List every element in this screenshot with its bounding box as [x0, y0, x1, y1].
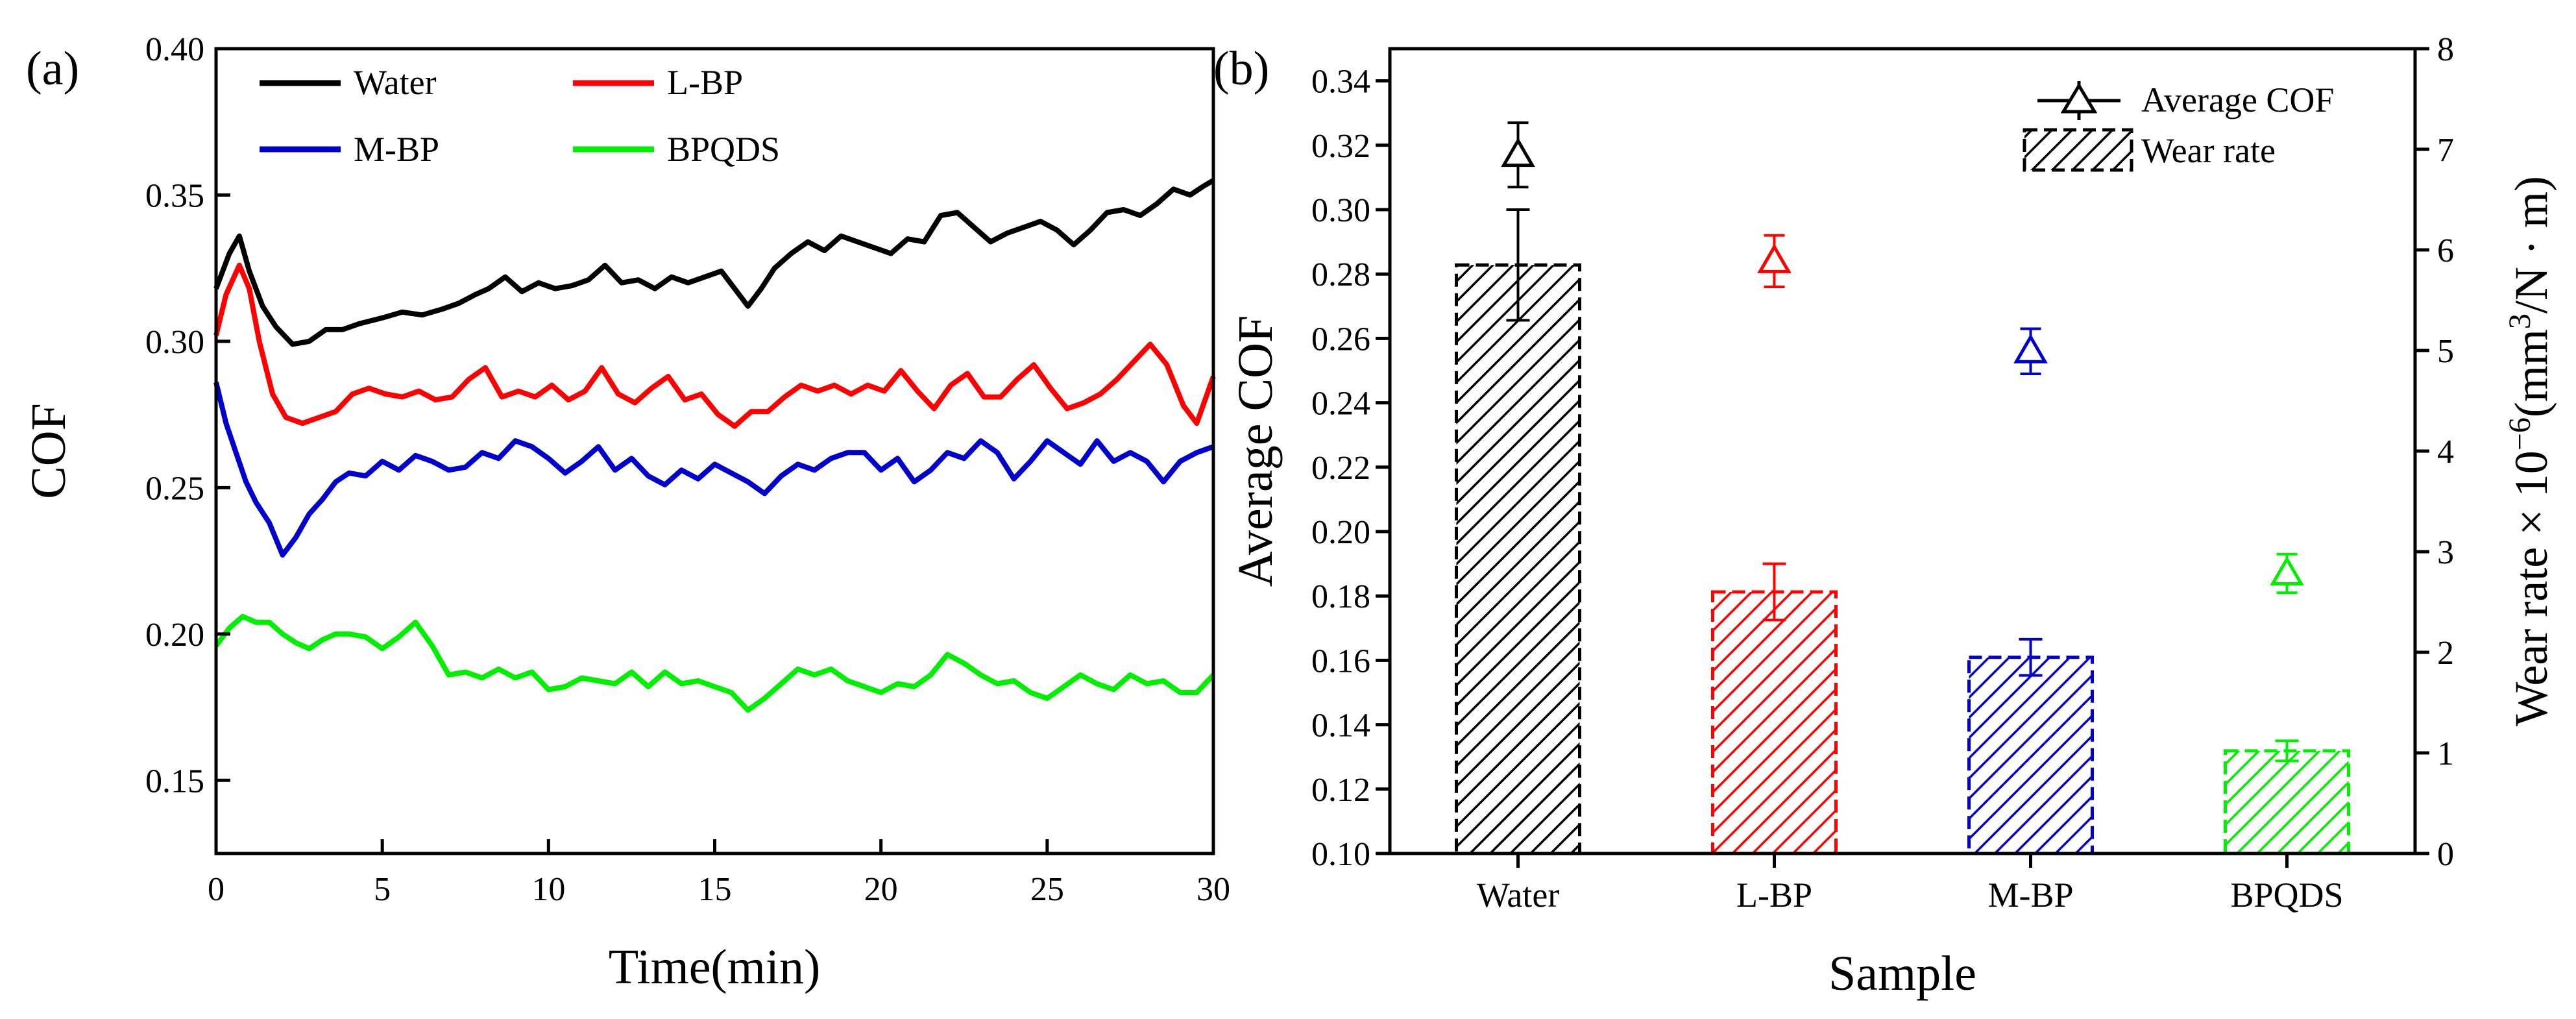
panel-b-plot: Water L-BP M-BP BPQDS 0.10 0.12 0.14 0.16 0.18 0.…	[1311, 31, 2454, 915]
series-line-bpqds	[213, 613, 1215, 713]
y-tick-label: 0.40	[145, 31, 204, 68]
panel-a-legend: Water L-BP M-BP BPQDS	[260, 63, 780, 169]
y-tick-label: 0.20	[145, 617, 204, 654]
y2-tick-label: 4	[2437, 434, 2454, 471]
y2-tick-label: 7	[2437, 132, 2454, 169]
series-line-water	[213, 178, 1215, 347]
y2-tick-label: 2	[2437, 635, 2454, 672]
y-tick-label: 0.25	[145, 470, 204, 507]
x-tick-label: 0	[208, 871, 225, 908]
x-tick-label: 25	[1030, 871, 1064, 908]
y2-tick-label: 5	[2437, 333, 2454, 370]
legend-label-average-cof: Average COF	[2141, 80, 2334, 119]
legend-label-bpqds: BPQDS	[667, 130, 780, 169]
panel-a-x-axis-title: Time(min)	[609, 940, 821, 994]
y-tick-label: 0.22	[1311, 450, 1370, 487]
legend-label-l-bp: L-BP	[667, 63, 743, 102]
bar-l-bp	[1711, 590, 1838, 855]
y2-tick-label: 0	[2437, 836, 2454, 873]
bar-water	[1455, 263, 1581, 855]
y2-title-exp: −6	[2503, 417, 2537, 450]
cof-marker-bpqds	[2270, 556, 2304, 585]
y-tick-label: 0.26	[1311, 321, 1370, 358]
y2-title-prefix: Wear rate × 10	[2505, 450, 2557, 726]
cof-marker-l-bp	[1757, 243, 1792, 273]
y-tick-label: 0.30	[1311, 192, 1370, 229]
x-tick-label: 5	[374, 871, 391, 908]
y-tick-label: 0.18	[1311, 578, 1370, 615]
y2-tick-label: 6	[2437, 232, 2454, 269]
panel-a-frame	[214, 47, 1215, 855]
y-tick-label: 0.12	[1311, 772, 1370, 809]
panel-b-y-axis-title: Average COF	[1228, 315, 1283, 587]
panel-b-y2-axis-title: Wear rate × 10−6(mm3/N · m)	[2503, 176, 2557, 726]
y2-tick-label: 1	[2437, 735, 2454, 772]
x-tick-label-water: Water	[1477, 876, 1560, 915]
y-tick-label: 0.10	[1311, 836, 1370, 873]
y-tick-label: 0.32	[1311, 128, 1370, 165]
panel-b-x-axis-title: Sample	[1829, 946, 1976, 1001]
y2-title-mid: (mm	[2505, 329, 2557, 417]
x-tick-label-l-bp: L-BP	[1736, 876, 1812, 915]
panel-a-y-axis-title: COF	[21, 403, 76, 499]
panel-b-label: (b)	[1213, 42, 1269, 95]
bar-bpqds	[2224, 749, 2350, 855]
y2-tick-label: 8	[2437, 31, 2454, 68]
y-tick-label: 0.34	[1311, 64, 1370, 101]
series-line-l-bp	[213, 262, 1216, 429]
series-line-m-bp	[213, 382, 1215, 558]
panel-b-legend: Average COF Wear rate	[2023, 80, 2334, 172]
y-tick-label: 0.14	[1311, 707, 1370, 744]
y2-tick-label: 3	[2437, 534, 2454, 571]
x-tick-label: 15	[698, 871, 732, 908]
panel-b-frame	[1388, 47, 2417, 855]
x-tick-label: 10	[531, 871, 565, 908]
legend-label-m-bp: M-BP	[354, 130, 439, 169]
y-tick-label: 0.20	[1311, 514, 1370, 551]
cof-marker-m-bp	[2013, 334, 2048, 363]
x-tick-label-m-bp: M-BP	[1987, 876, 2073, 915]
x-tick-label-bpqds: BPQDS	[2230, 876, 2343, 915]
y2-title-suffix: /N · m)	[2505, 176, 2557, 313]
legend-swatch-wear-rate	[2023, 128, 2133, 172]
y-tick-label: 0.35	[145, 177, 204, 214]
y-tick-label: 0.15	[145, 763, 204, 800]
cof-marker-water	[1501, 137, 1535, 167]
panel-a-plot: 0 5 10 15 20 25 30 0.15 0.20 0.25 0.30 0.35 0.40	[145, 31, 1230, 908]
legend-marker-average-cof	[2037, 81, 2120, 120]
y-tick-label: 0.16	[1311, 643, 1370, 680]
bar-m-bp	[1967, 656, 2094, 855]
y-tick-label: 0.28	[1311, 256, 1370, 293]
legend-label-water: Water	[354, 63, 437, 102]
y2-title-exp2: 3	[2503, 313, 2537, 329]
x-tick-label: 30	[1197, 871, 1230, 908]
panel-a-label: (a)	[26, 42, 79, 95]
legend-label-wear-rate: Wear rate	[2141, 131, 2276, 170]
y-tick-label: 0.24	[1311, 386, 1370, 423]
y-tick-label: 0.30	[145, 324, 204, 361]
x-tick-label: 20	[864, 871, 898, 908]
